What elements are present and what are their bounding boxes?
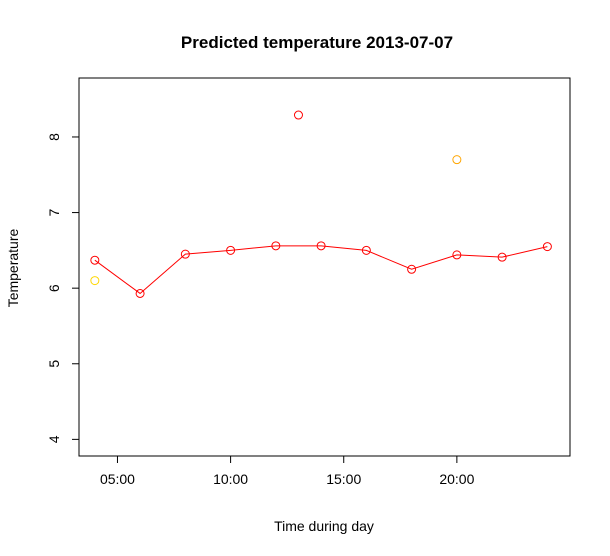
data-point [316,241,326,251]
x-tick-label: 05:00 [100,471,135,487]
y-tick-label: 8 [46,133,62,141]
data-point [180,249,190,259]
data-point [293,110,303,120]
x-tick-label: 15:00 [326,471,361,487]
series-2 [452,155,462,165]
data-point [135,288,145,298]
series-1 [293,110,303,120]
series-3 [90,276,100,286]
plot-area-frame [78,77,571,457]
series-0 [90,241,552,298]
x-axis: 05:00 10:00 15:00 20:00 [100,456,475,487]
data-point [407,264,417,274]
data-point [497,252,507,262]
data-point [452,155,462,165]
y-tick-label: 5 [46,360,62,368]
y-tick-label: 7 [46,208,62,216]
series-layer [90,110,552,298]
chart-title: Predicted temperature 2013-07-07 [181,33,453,52]
data-point [226,245,236,255]
x-tick-label: 10:00 [213,471,248,487]
x-axis-label: Time during day [274,518,374,534]
data-point [542,242,552,252]
y-axis: 4 5 6 7 8 [46,133,79,443]
x-tick-label: 20:00 [439,471,474,487]
data-point [90,255,100,265]
y-tick-label: 6 [46,284,62,292]
y-tick-label: 4 [46,435,62,443]
data-point [452,250,462,260]
data-point [271,241,281,251]
data-point [90,276,100,286]
series-line [94,245,548,295]
y-axis-label: Temperature [5,228,21,307]
data-point [361,245,371,255]
